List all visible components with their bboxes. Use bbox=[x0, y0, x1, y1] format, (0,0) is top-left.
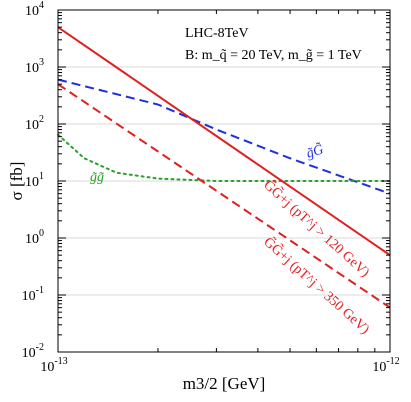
y-axis-title: σ [fb] bbox=[7, 162, 26, 201]
grid-lines bbox=[58, 66, 390, 296]
x-axis-title: m3/2 [GeV] bbox=[183, 374, 266, 393]
tick-labels: 10-2 10-1 100 101 102 103 104 10-13 10-12 bbox=[22, 0, 400, 375]
x-tick-label: 10-12 bbox=[372, 356, 399, 375]
y-tick-label: 103 bbox=[25, 57, 44, 76]
series-line-3 bbox=[57, 83, 391, 309]
label-gG-series: g̃G̃ bbox=[304, 141, 325, 162]
energy-label: LHC-8TeV bbox=[185, 26, 249, 41]
label-GGj-120-series: G̃G̃+j (pT^j > 120 GeV) bbox=[260, 176, 373, 280]
y-tick-label: 101 bbox=[25, 171, 44, 190]
label-GGj-350-series: G̃G̃+j (pT^j > 350 GeV) bbox=[260, 233, 373, 337]
info-annotation: LHC-8TeV B: m_q̃ = 20 TeV, m_g̃ = 1 TeV bbox=[185, 26, 362, 63]
x-tick-label: 10-13 bbox=[40, 356, 67, 375]
y-tick-label: 100 bbox=[25, 228, 44, 247]
axis-ticks bbox=[57, 9, 391, 353]
y-tick-label: 104 bbox=[25, 0, 44, 19]
series-line-1 bbox=[57, 133, 391, 182]
benchmark-label: B: m_q̃ = 20 TeV, m_g̃ = 1 TeV bbox=[185, 48, 362, 63]
series-line-2 bbox=[57, 26, 391, 257]
series-line-0 bbox=[57, 78, 391, 195]
y-tick-label: 10-1 bbox=[22, 285, 44, 304]
label-gg-series: g̃g̃ bbox=[90, 170, 104, 185]
series-lines bbox=[57, 26, 391, 309]
y-tick-label: 10-2 bbox=[22, 342, 44, 361]
y-tick-label: 102 bbox=[25, 114, 44, 133]
